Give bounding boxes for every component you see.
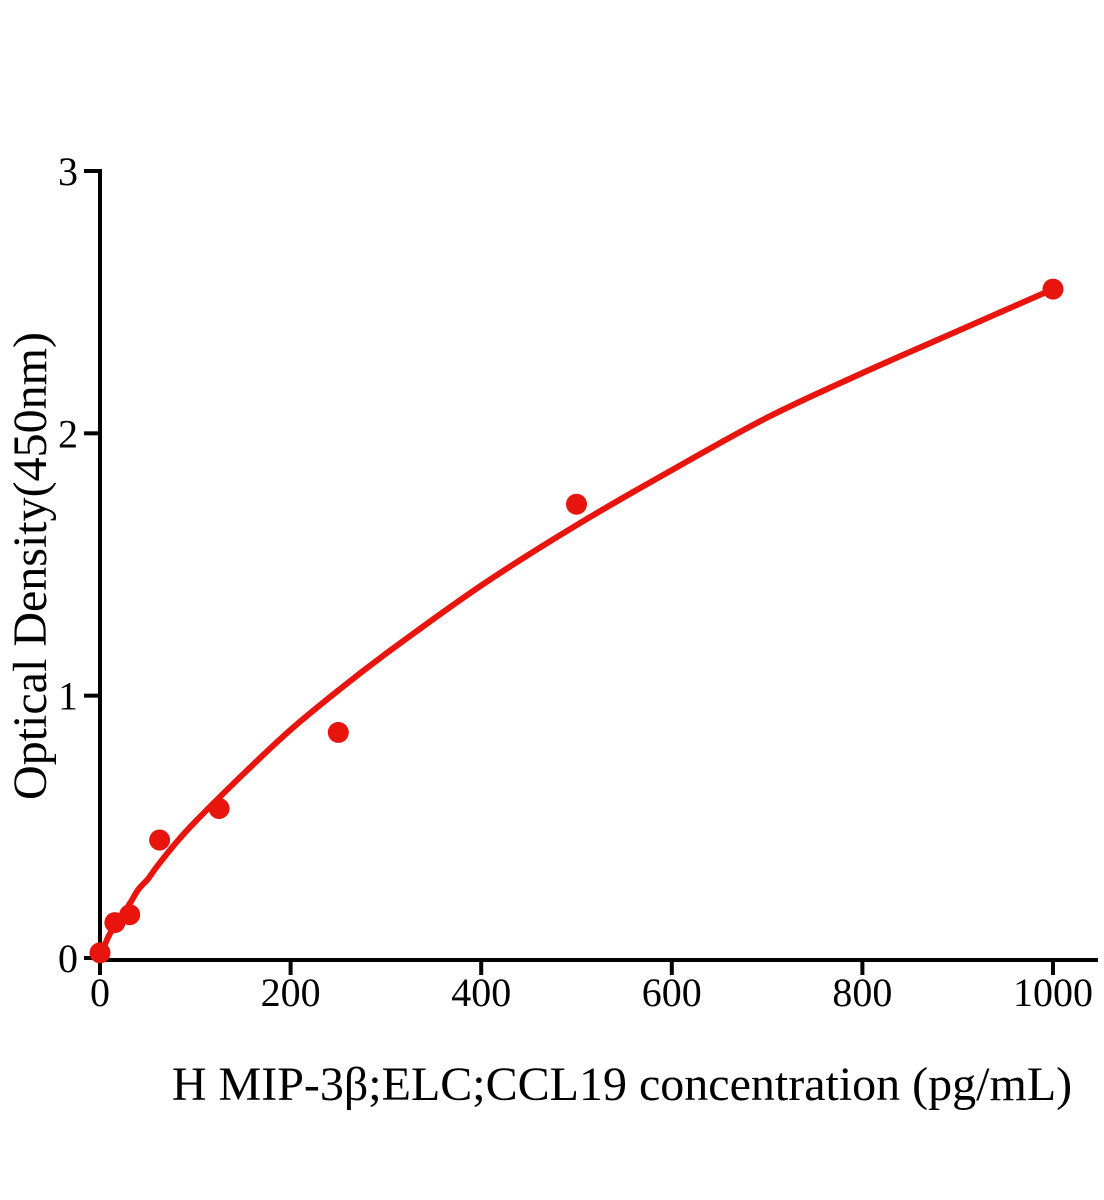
fit-curve	[97, 286, 1056, 961]
data-point	[327, 721, 349, 743]
y-tick-label: 3	[58, 149, 78, 194]
data-point	[1042, 278, 1064, 300]
y-tick-label: 2	[58, 411, 78, 456]
x-tick-label: 800	[832, 970, 892, 1015]
x-tick-label: 1000	[1013, 970, 1093, 1015]
x-tick-label: 200	[261, 970, 321, 1015]
data-point	[149, 829, 171, 851]
x-tick-label: 0	[90, 970, 110, 1015]
x-tick-label: 400	[451, 970, 511, 1015]
x-axis-title: H MIP-3β;ELC;CCL19 concentration (pg/mL)	[172, 1058, 1072, 1111]
data-point	[566, 493, 587, 515]
data-point	[208, 798, 230, 819]
y-tick-label: 1	[58, 674, 78, 719]
data-point	[119, 904, 141, 926]
x-tick-label: 600	[642, 970, 702, 1015]
data-point	[89, 942, 111, 964]
y-axis-title: Optical Density(450nm)	[4, 332, 57, 800]
y-tick-label: 0	[58, 936, 78, 981]
